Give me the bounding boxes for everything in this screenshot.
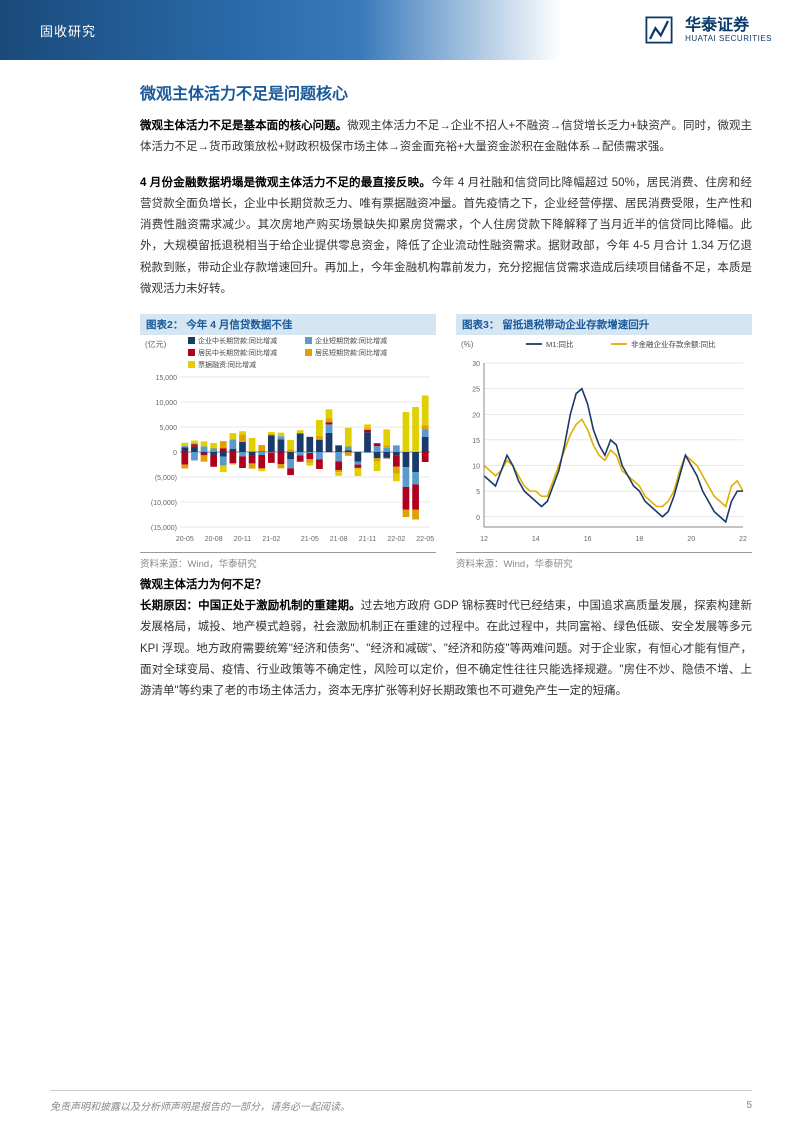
svg-text:20-08: 20-08 [205,536,223,543]
page-number: 5 [746,1100,752,1111]
svg-text:18: 18 [636,536,644,543]
svg-text:企业短期贷款:同比增减: 企业短期贷款:同比增减 [315,336,387,345]
sub-title: 微观主体活力为何不足？ [140,576,752,592]
logo-icon [641,12,677,48]
svg-text:21-05: 21-05 [301,536,319,543]
svg-text:20: 20 [472,412,480,419]
svg-text:(15,000): (15,000) [151,525,177,532]
chart-3-source: 资料来源：Wind，华泰研究 [456,552,752,570]
svg-text:(5,000): (5,000) [155,475,177,482]
svg-text:12: 12 [480,536,488,543]
chart-2-col: 图表2： 今年 4 月信贷数据不佳 (亿元) 企业中长期贷款:同比增减 企业短期贷款… [140,314,436,570]
svg-text:30: 30 [472,361,480,368]
svg-text:22-02: 22-02 [387,536,405,543]
svg-text:21-08: 21-08 [330,536,348,543]
svg-text:21-02: 21-02 [262,536,280,543]
svg-text:企业中长期贷款:同比增减: 企业中长期贷款:同比增减 [198,336,277,345]
svg-text:非金融企业存款余额:同比: 非金融企业存款余额:同比 [631,339,716,349]
svg-text:15: 15 [472,438,480,445]
logo-name-en: HUATAI SECURITIES [685,34,772,43]
svg-text:居民中长期贷款:同比增减: 居民中长期贷款:同比增减 [198,348,277,357]
paragraph-3: 长期原因：中国正处于激励机制的重建期。过去地方政府 GDP 锦标赛时代已经结束，… [140,596,752,702]
chart-2-svg: (亿元) 企业中长期贷款:同比增减 企业短期贷款:同比增减居民中长期贷款:同比增减 居… [140,335,436,550]
footer-disclaimer: 免责声明和披露以及分析师声明是报告的一部分，请务必一起阅读。 [50,1098,350,1113]
svg-text:10,000: 10,000 [156,400,178,407]
svg-text:16: 16 [584,536,592,543]
logo-text-wrap: 华泰证券 HUATAI SECURITIES [685,18,772,43]
page: 固收研究 华泰证券 HUATAI SECURITIES 微观主体活力不足是问题核… [0,0,802,1133]
svg-text:(亿元): (亿元) [145,339,167,349]
svg-text:15,000: 15,000 [156,375,178,382]
chart-3-title: 图表3： 留抵退税带动企业存款增速回升 [456,314,752,335]
svg-text:票据融资:同比增减: 票据融资:同比增减 [198,360,256,369]
content-area: 微观主体活力不足是问题核心 微观主体活力不足是基本面的核心问题。微观主体活力不足… [0,60,802,702]
para2-bold: 4 月份金融数据坍塌是微观主体活力不足的最直接反映。 [140,177,431,189]
header-category: 固收研究 [40,21,96,40]
svg-text:0: 0 [173,450,177,457]
svg-text:5,000: 5,000 [159,425,177,432]
para3-bold: 长期原因：中国正处于激励机制的重建期。 [140,600,361,612]
svg-text:20-05: 20-05 [176,536,194,543]
paragraph-1: 微观主体活力不足是基本面的核心问题。微观主体活力不足→企业不招人+不融资→信贷增… [140,116,752,159]
svg-text:14: 14 [532,536,540,543]
svg-text:居民短期贷款:同比增减: 居民短期贷款:同比增减 [315,348,387,357]
svg-text:22: 22 [739,536,747,543]
svg-text:25: 25 [472,387,480,394]
svg-text:(10,000): (10,000) [151,500,177,507]
chart-2-title: 图表2： 今年 4 月信贷数据不佳 [140,314,436,335]
para1-bold: 微观主体活力不足是基本面的核心问题。 [140,120,347,132]
header-logo: 华泰证券 HUATAI SECURITIES [641,12,772,48]
chart-3-svg: (%) M1:同比 非金融企业存款余额:同比 0 5 10 15 20 25 30 12 14 16 18… [456,335,752,550]
para2-text: 今年 4 月社融和信贷同比降幅超过 50%，居民消费、住房和经营贷款全面负增长，… [140,177,752,295]
chart-2-source: 资料来源：Wind，华泰研究 [140,552,436,570]
svg-text:21-11: 21-11 [359,536,376,543]
para3-text: 过去地方政府 GDP 锦标赛时代已经结束，中国追求高质量发展，探索构建新发展格局… [140,600,752,697]
footer: 免责声明和披露以及分析师声明是报告的一部分，请务必一起阅读。 5 [0,1098,802,1113]
svg-text:(%): (%) [461,340,474,349]
svg-text:10: 10 [472,464,480,471]
svg-text:0: 0 [476,515,480,522]
logo-name-cn: 华泰证券 [685,18,772,34]
svg-text:M1:同比: M1:同比 [546,339,574,349]
header-bar: 固收研究 华泰证券 HUATAI SECURITIES [0,0,802,60]
footer-rule [50,1090,752,1091]
svg-text:20: 20 [687,536,695,543]
charts-row: 图表2： 今年 4 月信贷数据不佳 (亿元) 企业中长期贷款:同比增减 企业短期贷款… [140,314,752,570]
chart-3-col: 图表3： 留抵退税带动企业存款增速回升 (%) M1:同比 非金融企业存款余额:同比… [456,314,752,570]
section-title: 微观主体活力不足是问题核心 [140,80,752,104]
paragraph-2: 4 月份金融数据坍塌是微观主体活力不足的最直接反映。今年 4 月社融和信贷同比降… [140,173,752,301]
svg-text:22-05: 22-05 [416,536,434,543]
svg-text:5: 5 [476,489,480,496]
svg-text:20-11: 20-11 [234,536,251,543]
